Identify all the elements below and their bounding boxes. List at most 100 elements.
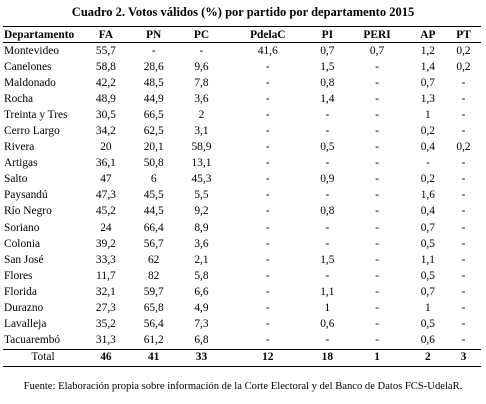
cell-peri: - bbox=[375, 92, 379, 105]
table-row: Rivera 20 20,1 58,9 - 0,5 - 0,4 0,2 bbox=[3, 140, 481, 156]
cell-pn: 65,8 bbox=[143, 302, 164, 315]
cell-pn: 45,5 bbox=[143, 189, 164, 202]
cell-fa: 30,5 bbox=[95, 108, 116, 121]
cell-peri: - bbox=[375, 157, 379, 170]
cell-pt: - bbox=[461, 108, 466, 121]
cell-pdelac: - bbox=[265, 76, 270, 89]
cell-pdelac: - bbox=[265, 92, 270, 105]
cell-pn: 44,9 bbox=[143, 92, 164, 105]
cell-pi: 0,7 bbox=[320, 44, 335, 57]
cell-departamento: Flores bbox=[4, 269, 33, 282]
cell-fa: 58,8 bbox=[95, 60, 116, 73]
cell-pn: 28,6 bbox=[143, 60, 164, 73]
cell-pt: - bbox=[461, 92, 466, 105]
table-row: Maldonado 42,2 48,5 7,8 - 0,8 - 0,7 - bbox=[3, 75, 481, 91]
cell-peri: - bbox=[375, 269, 379, 282]
cell-ap: 0,7 bbox=[420, 76, 435, 89]
table-row: Rocha 48,9 44,9 3,6 - 1,4 - 1,3 - bbox=[3, 91, 481, 107]
cell-ap: 0,4 bbox=[420, 141, 435, 154]
cell-pc: 6,8 bbox=[194, 334, 209, 347]
cell-pi: - bbox=[325, 237, 330, 250]
header-pdelac: PdelaC bbox=[225, 26, 311, 43]
table-row: Tacuarembó 31,3 61,2 6,8 - - - 0,6 - bbox=[3, 333, 481, 350]
cell-fa: 47 bbox=[100, 173, 112, 186]
header-pn: PN bbox=[129, 26, 178, 43]
cell-pc: 45,3 bbox=[191, 173, 212, 186]
header-peri: PERI bbox=[344, 26, 410, 43]
cell-peri: - bbox=[375, 76, 379, 89]
cell-peri: - bbox=[375, 141, 379, 154]
cell-pdelac: 41,6 bbox=[257, 44, 278, 57]
cell-fa: 33,3 bbox=[95, 253, 116, 266]
cell-pdelac: - bbox=[265, 269, 270, 282]
cell-peri: - bbox=[375, 108, 379, 121]
cell-departamento: Montevideo bbox=[4, 44, 60, 57]
cell-departamento: San José bbox=[4, 253, 44, 266]
total-pi: 18 bbox=[310, 348, 345, 367]
cell-pn: 50,8 bbox=[143, 157, 164, 170]
cell-pc: - bbox=[199, 44, 204, 57]
cell-pt: - bbox=[461, 237, 466, 250]
cell-pi: 0,8 bbox=[320, 205, 335, 218]
cell-pc: 5,8 bbox=[194, 269, 209, 282]
cell-pc: 3,6 bbox=[194, 237, 209, 250]
cell-pc: 8,9 bbox=[194, 221, 209, 234]
cell-peri: - bbox=[375, 125, 379, 138]
cell-peri: - bbox=[375, 237, 379, 250]
cell-departamento: Cerro Largo bbox=[4, 125, 60, 138]
table-row: Artigas 36,1 50,8 13,1 - - - - - bbox=[3, 156, 481, 172]
cell-pt: - bbox=[461, 205, 466, 218]
table-row: Canelones 58,8 28,6 9,6 - 1,5 - 1,4 0,2 bbox=[3, 59, 481, 75]
cell-pn: - bbox=[151, 44, 156, 57]
cell-pdelac: - bbox=[265, 237, 270, 250]
table-row: Florida 32,1 59,7 6,6 - 1,1 - 0,7 - bbox=[3, 284, 481, 300]
cell-peri: - bbox=[375, 253, 379, 266]
cell-pt: 0,2 bbox=[456, 44, 471, 57]
cell-pt: - bbox=[461, 253, 466, 266]
cell-pn: 59,7 bbox=[143, 285, 164, 298]
cell-departamento: Durazno bbox=[4, 302, 44, 315]
cell-pt: - bbox=[461, 302, 466, 315]
table-body: Montevideo 55,7- -41,6 0,7 0,7 1,2 0,2 Canelone… bbox=[3, 43, 481, 350]
cell-pn: 44,5 bbox=[143, 205, 164, 218]
cell-ap: 0,4 bbox=[420, 205, 435, 218]
header-ap: AP bbox=[409, 26, 447, 43]
cell-ap: 1,2 bbox=[420, 44, 435, 57]
table-row: Cerro Largo 34,2 62,5 3,1 - - - 0,2 - bbox=[3, 123, 481, 139]
cell-pdelac: - bbox=[265, 125, 270, 138]
cell-fa: 27,3 bbox=[95, 302, 116, 315]
table-row: Durazno 27,3 65,8 4,9 - 1 - 1 - bbox=[3, 301, 481, 317]
cell-fa: 47,3 bbox=[95, 189, 116, 202]
cell-fa: 45,2 bbox=[95, 205, 116, 218]
cell-peri: - bbox=[375, 221, 379, 234]
table-row: Flores 11,7 82 5,8 - - - 0,5 - bbox=[3, 268, 481, 284]
source-note: Fuente: Elaboración propia sobre informa… bbox=[23, 381, 463, 392]
cell-pi: - bbox=[325, 108, 330, 121]
cell-fa: 42,2 bbox=[95, 76, 116, 89]
cell-departamento: Treinta y Tres bbox=[4, 108, 68, 121]
cell-departamento: Rivera bbox=[4, 141, 35, 154]
cell-ap: 0,5 bbox=[420, 237, 435, 250]
cell-fa: 11,7 bbox=[96, 269, 116, 282]
cell-ap: - bbox=[425, 157, 430, 170]
cell-pc: 3,6 bbox=[194, 92, 209, 105]
cell-pi: 1,1 bbox=[320, 285, 335, 298]
cell-pc: 5,5 bbox=[194, 189, 209, 202]
cell-pi: 1,5 bbox=[320, 60, 335, 73]
cell-pc: 7,8 bbox=[194, 76, 209, 89]
cell-pt: - bbox=[461, 173, 466, 186]
cell-pn: 56,7 bbox=[143, 237, 164, 250]
cell-pn: 48,5 bbox=[143, 76, 164, 89]
cell-pc: 3,1 bbox=[194, 125, 209, 138]
cell-pt: - bbox=[461, 157, 466, 170]
total-fa: 46 bbox=[82, 348, 130, 367]
cell-fa: 48,9 bbox=[95, 92, 116, 105]
total-label: Total bbox=[3, 348, 82, 367]
header-fa: FA bbox=[82, 26, 130, 43]
cell-pi: 1 bbox=[324, 302, 331, 315]
cell-ap: 0,7 bbox=[420, 285, 435, 298]
cell-fa: 24 bbox=[100, 221, 112, 234]
cell-departamento: Salto bbox=[4, 173, 28, 186]
table-row: Lavalleja 35,2 56,4 7,3 - 0,6 - 0,5 - bbox=[3, 317, 481, 333]
cell-pc: 13,1 bbox=[191, 157, 212, 170]
